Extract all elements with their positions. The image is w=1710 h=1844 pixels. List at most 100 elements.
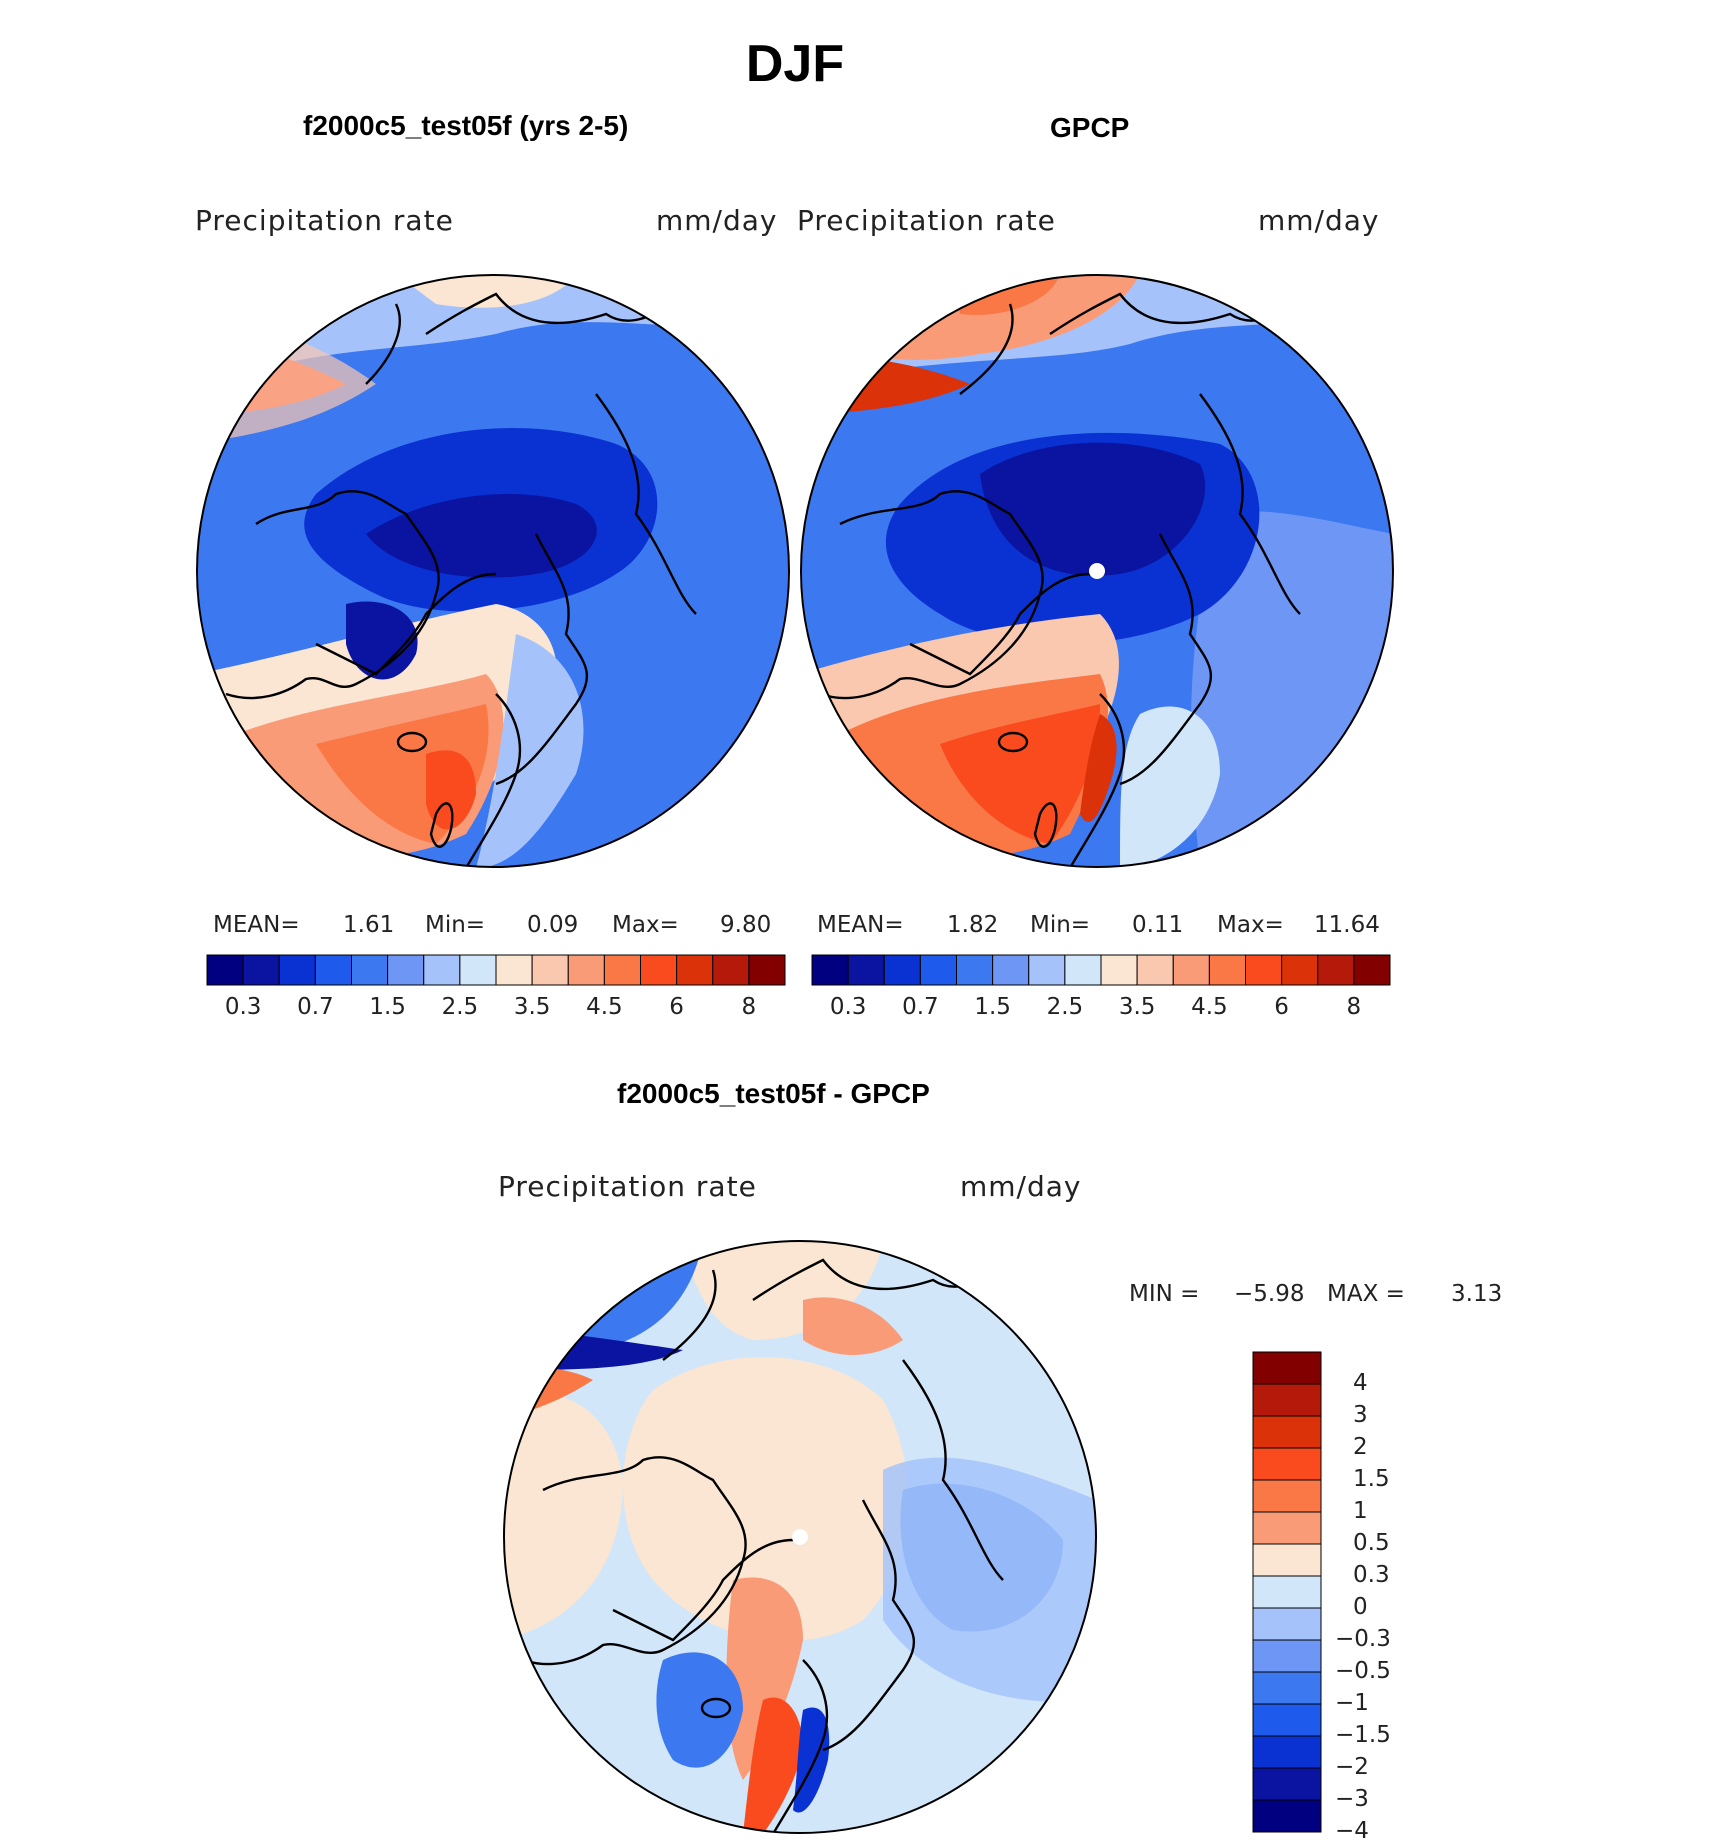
panel1-iceland (396, 731, 428, 753)
panel1-mean-label: MEAN= (213, 912, 300, 938)
diff-colorbar-tick-label: −0.3 (1335, 1626, 1391, 1652)
panel2-colorbar-swatch (1281, 954, 1319, 986)
diff-coast-5 (612, 1538, 794, 1642)
panel2-field-east-pale (1120, 706, 1220, 867)
panel1-colorbar-swatch (423, 954, 461, 986)
panel2-colorbar-tick-label: 6 (1274, 994, 1289, 1020)
panel2-max-label: Max= (1217, 912, 1284, 938)
panel2-colorbar-swatch (992, 954, 1030, 986)
panel1-min-value: 0.09 (527, 912, 579, 938)
panel1-colorbar-swatch (567, 954, 605, 986)
panel2-coast-4 (1068, 693, 1126, 867)
diff-pole-hole (792, 1529, 808, 1545)
diff-min-value: −5.98 (1234, 1281, 1305, 1307)
panel1-colorbar-tick-label: 0.3 (224, 994, 262, 1020)
panel2-colorbar-swatch (1353, 954, 1391, 986)
diff-colorbar-tick-label: 2 (1353, 1434, 1368, 1460)
panel2-map (800, 274, 1394, 868)
diff-colorbar-swatch (1252, 1607, 1322, 1641)
diff-coast-4 (771, 1659, 829, 1833)
panel1-colorbar-tick-label: 4.5 (586, 994, 623, 1020)
panel2-colorbar-swatch (847, 954, 885, 986)
panel2-colorbar-tick-label: 8 (1346, 994, 1362, 1020)
panel1-max-value: 9.80 (720, 912, 772, 938)
panel2-uk (1033, 802, 1058, 848)
panel2-title: GPCP (1050, 112, 1130, 143)
diff-colorbar-swatch (1252, 1575, 1322, 1609)
diff-colorbar-swatch (1252, 1383, 1322, 1417)
diff-colorbar-tick-label: 3 (1353, 1402, 1368, 1428)
panel2-pole-hole (1089, 563, 1105, 579)
diff-min-label: MIN = (1129, 1281, 1200, 1307)
panel2-colorbar (811, 954, 1391, 986)
diff-colorbar-tick-label: 4 (1353, 1370, 1368, 1396)
diff-field-atlantic-orange (726, 1577, 803, 1780)
panel1-colorbar-ticks: 0.3 0.7 1.5 2.5 3.5 4.5 6 8 (207, 994, 785, 1024)
diff-colorbar-swatch (1252, 1511, 1322, 1545)
panel2-field-norway-red (1080, 714, 1117, 823)
panel2-max-value: 11.64 (1314, 912, 1380, 938)
panel1-field-hudson-deep (346, 601, 418, 680)
panel2-colorbar-swatch (1028, 954, 1066, 986)
panel2-coast-3 (1119, 533, 1213, 786)
panel2-colorbar-swatch (1100, 954, 1138, 986)
diff-colorbar-swatch (1252, 1767, 1322, 1801)
panel2-colorbar-swatch (1245, 954, 1283, 986)
panel1-colorbar-swatch (603, 954, 641, 986)
diff-colorbar-swatch (1252, 1639, 1322, 1673)
diff-units: mm/day (960, 1170, 1082, 1203)
panel1-mean-value: 1.61 (343, 912, 395, 938)
diff-coast-6 (902, 1359, 1004, 1581)
panel2-colorbar-tick-label: 1.5 (974, 994, 1011, 1020)
diff-coast-3 (822, 1499, 916, 1752)
panel2-colorbar-swatch (1172, 954, 1210, 986)
diff-colorbar-tick-label: 1 (1353, 1498, 1368, 1524)
panel1-colorbar-swatch (278, 954, 316, 986)
diff-field-atlantic-blue (656, 1652, 743, 1768)
diff-colorbar-swatch (1252, 1543, 1322, 1577)
diff-colorbar-swatch (1252, 1703, 1322, 1737)
panel2-colorbar-swatch (811, 954, 849, 986)
panel2-colorbar-swatch (956, 954, 994, 986)
diff-variable: Precipitation rate (498, 1170, 757, 1203)
panel2-colorbar-tick-label: 0.3 (829, 994, 867, 1020)
panel1-coast-3 (495, 533, 589, 786)
panel1-field-north-pale (396, 275, 576, 308)
panel2-mean-value: 1.82 (947, 912, 999, 938)
diff-iceland (700, 1697, 732, 1719)
panel2-field-blue-deep (980, 442, 1206, 576)
panel2-field-atlantic-red (940, 704, 1100, 844)
diff-map (503, 1240, 1097, 1834)
diff-colorbar-tick-label: −3 (1335, 1786, 1369, 1812)
panel1-coast-1 (225, 490, 440, 700)
panel1-max-label: Max= (612, 912, 679, 938)
panel1-colorbar-tick-label: 0.7 (297, 994, 334, 1020)
diff-colorbar-swatch (1252, 1351, 1322, 1385)
diff-colorbar-swatch (1252, 1415, 1322, 1449)
panel1-coast-6 (595, 393, 697, 615)
diff-colorbar-tick-label: −1 (1335, 1690, 1369, 1716)
diff-colorbar-tick-label: −1.5 (1335, 1722, 1391, 1748)
panel1-colorbar-swatch (640, 954, 678, 986)
diff-colorbar-swatch (1252, 1799, 1322, 1833)
panel1-colorbar-swatch (459, 954, 497, 986)
panel1-variable: Precipitation rate (195, 204, 454, 237)
panel2-colorbar-swatch (1136, 954, 1174, 986)
diff-colorbar-tick-label: −0.5 (1335, 1658, 1391, 1684)
panel1-colorbar-swatch (676, 954, 714, 986)
panel2-coast-6 (1199, 393, 1301, 615)
panel1-field-europe-light (476, 634, 584, 867)
panel2-colorbar-swatch (883, 954, 921, 986)
diff-field-north-red (803, 1297, 903, 1355)
panel1-coast-4 (464, 693, 522, 867)
panel1-colorbar-swatch (387, 954, 425, 986)
panel1-colorbar-swatch (242, 954, 280, 986)
panel1-field-blue-deep (366, 494, 597, 578)
panel1-colorbar-swatch (531, 954, 569, 986)
diff-max-value: 3.13 (1451, 1281, 1503, 1307)
diff-title: f2000c5_test05f - GPCP (617, 1078, 930, 1109)
panel1-colorbar-swatch (495, 954, 533, 986)
panel2-iceland (997, 731, 1029, 753)
panel1-title: f2000c5_test05f (yrs 2-5) (303, 110, 629, 141)
panel1-map (196, 274, 790, 868)
